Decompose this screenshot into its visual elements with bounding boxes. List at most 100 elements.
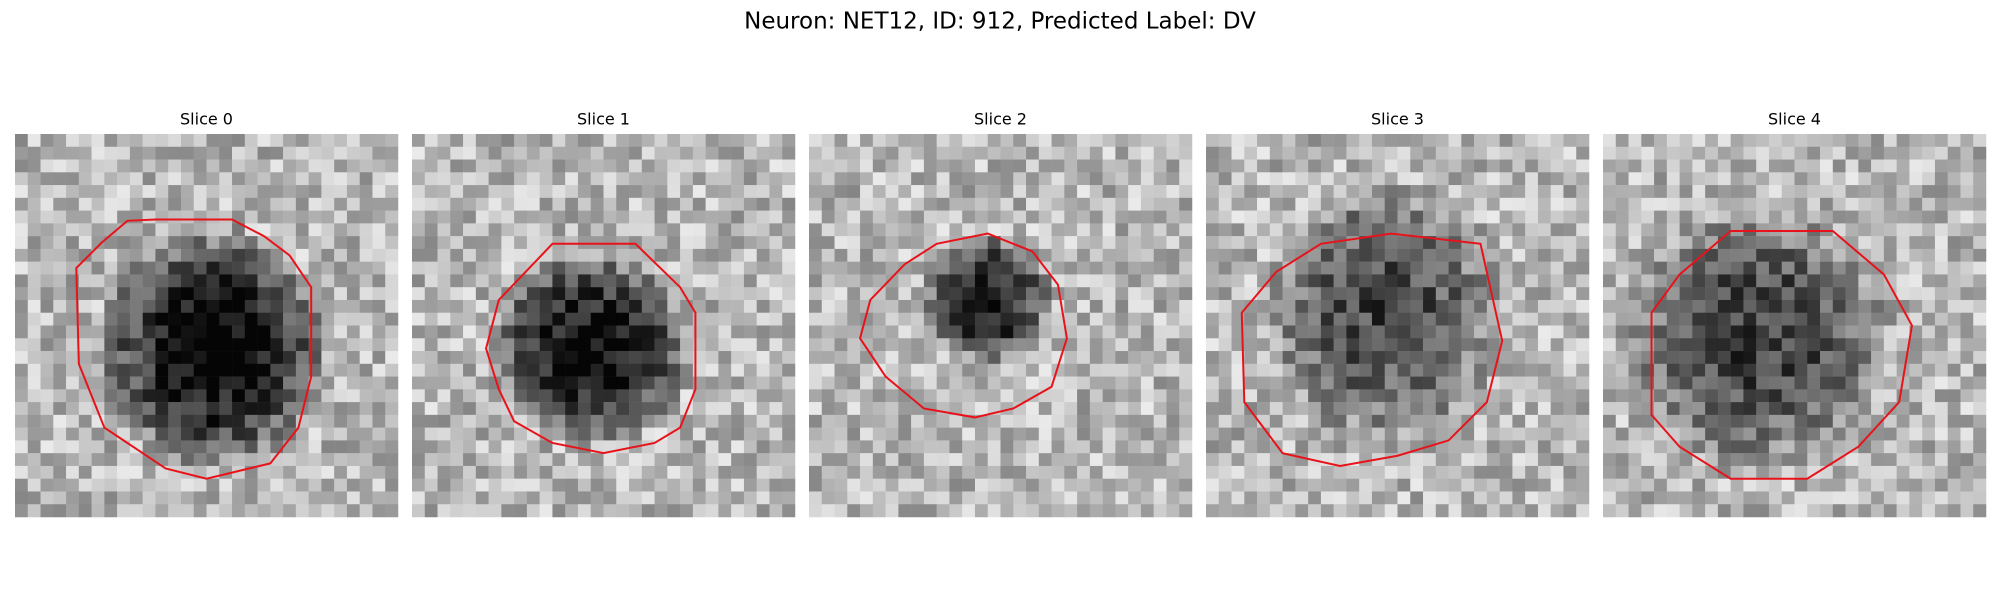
pixel [270,440,284,454]
pixel [1845,402,1859,416]
pixel [1026,197,1040,211]
pixel [514,236,528,250]
pixel [295,248,309,262]
pixel [936,363,950,377]
pixel [1077,210,1091,224]
pixel [66,338,80,352]
pixel [1973,261,1987,275]
pixel [270,465,284,479]
pixel [1308,248,1322,262]
pixel [769,287,783,301]
pixel [180,440,194,454]
pixel [718,261,732,275]
pixel [1525,376,1539,390]
pixel [1371,197,1385,211]
pixel [1320,146,1334,160]
pixel [1448,376,1462,390]
pixel [321,325,335,339]
pixel [78,478,92,492]
pixel [244,376,258,390]
pixel [1218,351,1232,365]
pixel [514,491,528,505]
pixel [1218,414,1232,428]
pixel [1435,134,1449,148]
pixel [667,491,681,505]
pixel [53,351,67,365]
pixel [1832,236,1846,250]
pixel [283,325,297,339]
pixel [1743,210,1757,224]
pixel [117,134,131,148]
pixel [1102,134,1116,148]
pixel [539,146,553,160]
pixel [847,261,861,275]
pixel [27,146,41,160]
pixel [1563,287,1577,301]
pixel [412,287,426,301]
pixel [1423,274,1437,288]
pixel [1206,159,1220,173]
pixel [743,146,757,160]
pixel [1756,134,1770,148]
pixel [1692,325,1706,339]
pixel [385,453,399,467]
pixel [1628,299,1642,313]
pixel [295,210,309,224]
pixel [641,453,655,467]
pixel [40,299,54,313]
pixel [1295,440,1309,454]
pixel [1615,299,1629,313]
pixel [104,478,118,492]
pixel [1499,427,1513,441]
pixel [1525,363,1539,377]
pixel [129,465,143,479]
pixel [1603,491,1617,505]
pixel [1820,491,1834,505]
pixel [539,453,553,467]
pixel [1000,389,1014,403]
pixel [769,172,783,186]
pixel [91,453,105,467]
pixel [346,134,360,148]
pixel [718,414,732,428]
pixel [1218,402,1232,416]
pixel [346,159,360,173]
pixel [1756,478,1770,492]
pixel [552,465,566,479]
pixel [1717,376,1731,390]
pixel [1858,172,1872,186]
pixel [743,427,757,441]
pixel [1051,376,1065,390]
pixel [66,427,80,441]
pixel [1089,146,1103,160]
pixel [1525,223,1539,237]
pixel [974,210,988,224]
pixel [1295,197,1309,211]
pixel [1461,274,1475,288]
pixel [463,236,477,250]
pixel [475,172,489,186]
pixel [1666,134,1680,148]
pixel [1231,223,1245,237]
pixel [1537,299,1551,313]
pixel [1333,504,1347,518]
pixel [1384,236,1398,250]
pixel [1871,172,1885,186]
pixel [1654,363,1668,377]
pixel [1000,172,1014,186]
pixel [1654,351,1668,365]
pixel [219,159,233,173]
pixel [142,325,156,339]
pixel [501,312,515,326]
pixel [1499,491,1513,505]
pixel [1781,325,1795,339]
pixel [1858,146,1872,160]
pixel [1679,159,1693,173]
pixel [168,261,182,275]
pixel [1603,427,1617,441]
pixel [1615,312,1629,326]
pixel [1371,376,1385,390]
pixel [1807,274,1821,288]
pixel [1871,491,1885,505]
pixel [180,274,194,288]
